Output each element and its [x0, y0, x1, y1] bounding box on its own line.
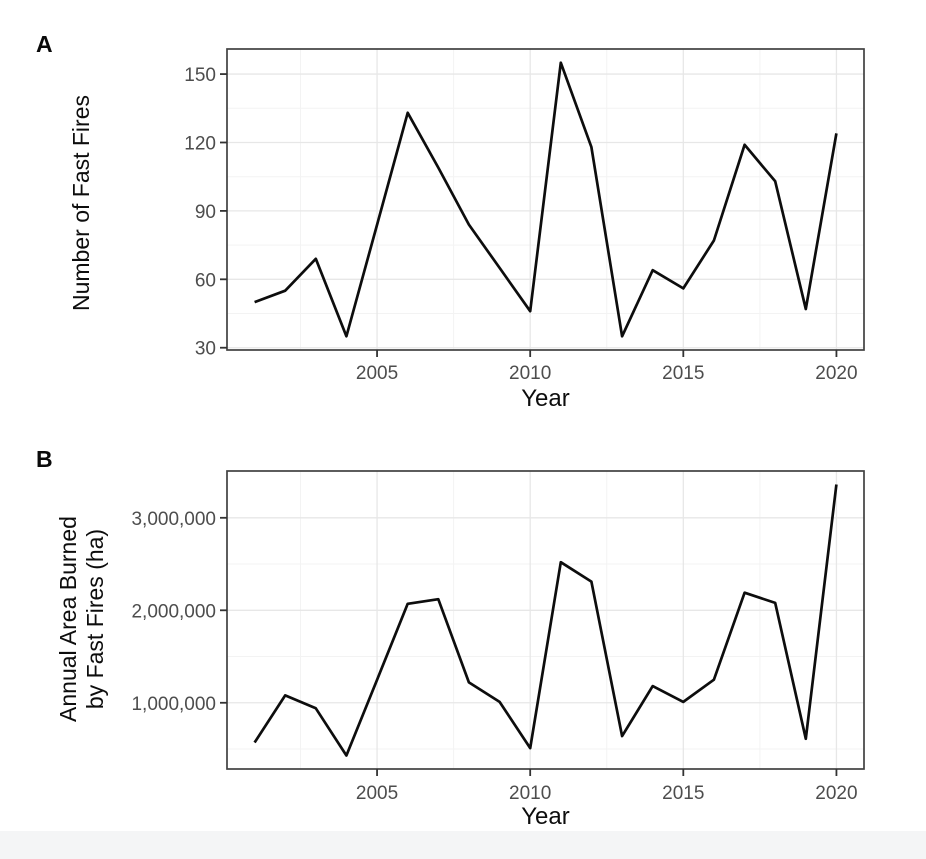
panel-a-series-line: [254, 61, 838, 338]
panel-b-y-tick-label: 2,000,000: [131, 601, 216, 622]
panel-b-y-tick-label: 1,000,000: [131, 694, 216, 715]
panel-b-y-tick-label: 3,000,000: [131, 509, 216, 530]
panel-b-grid-major: [227, 471, 864, 769]
panel-a-y-tick-label: 60: [195, 270, 216, 291]
panel-b-x-tick-label: 2020: [815, 783, 857, 804]
panel-a-x-axis: 2005 2010 2015 2020: [356, 350, 858, 384]
panel-b-letter: B: [36, 446, 53, 472]
screenshot-bottom-bar: [0, 831, 926, 859]
panel-a-x-tick-label: 2020: [815, 363, 857, 384]
panel-b-x-axis-title: Year: [521, 803, 570, 830]
panel-b-series-line: [253, 484, 838, 757]
panel-a-x-axis-title: Year: [521, 385, 570, 412]
panel-a-x-tick-label: 2005: [356, 363, 398, 384]
panel-a-y-tick-label: 120: [184, 133, 216, 154]
panel-b-border: [226, 470, 865, 770]
panel-a-grid-major: [227, 49, 864, 350]
panel-b-x-tick-label: 2010: [509, 783, 551, 804]
panel-a-x-tick-label: 2010: [509, 363, 551, 384]
panel-a-letter: A: [36, 31, 53, 57]
panel-a-plot: 2005 2010 2015 2020 30 60 90 120 150: [184, 48, 865, 384]
panel-a-y-axis-title: Number of Fast Fires: [68, 3, 94, 403]
panel-b-grid-minor: [227, 471, 864, 769]
panel-a-y-tick-label: 30: [195, 339, 216, 360]
panel-a-y-axis: 30 60 90 120 150: [184, 65, 227, 360]
panel-b-y-axis-title: Annual Area Burned by Fast Fires (ha): [55, 419, 109, 819]
panel-b-plot: 2005 2010 2015 2020 1,000,000 2,000,000 3,000,…: [131, 470, 865, 804]
panel-a-y-tick-label: 90: [195, 202, 216, 223]
panel-a-y-axis-title-text: Number of Fast Fires: [68, 95, 94, 311]
panel-b-x-tick-label: 2005: [356, 783, 398, 804]
panel-a-y-tick-label: 150: [184, 65, 216, 86]
panel-b-x-axis: 2005 2010 2015 2020: [356, 769, 858, 804]
panel-b-y-axis-title-line1: Annual Area Burned: [55, 516, 81, 722]
panel-b-background: [227, 471, 864, 769]
panel-a-x-tick-label: 2015: [662, 363, 704, 384]
panel-b-y-axis-title-line2: by Fast Fires (ha): [82, 528, 108, 710]
panel-b-y-axis: 1,000,000 2,000,000 3,000,000: [131, 509, 227, 715]
panel-b-x-tick-label: 2015: [662, 783, 704, 804]
panel-a-border: [226, 48, 865, 351]
panel-a-background: [227, 49, 864, 350]
